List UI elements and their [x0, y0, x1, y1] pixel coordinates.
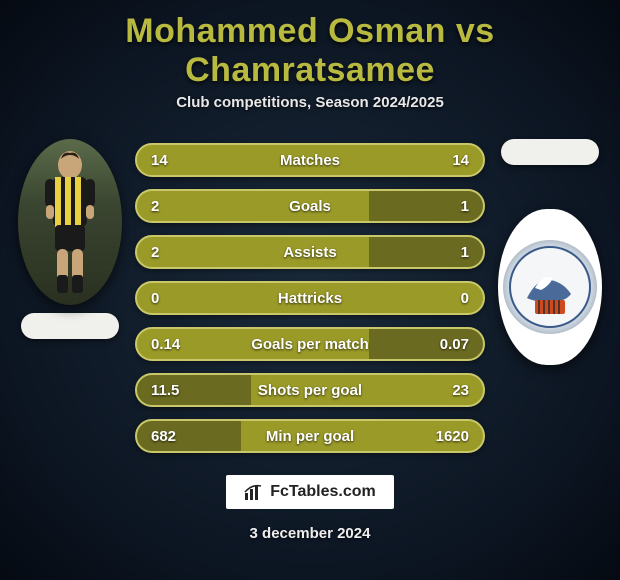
stat-value-left: 2: [151, 244, 191, 261]
comparison-title: Mohammed Osman vs Chamratsamee: [0, 0, 620, 94]
stat-value-right: 0.07: [429, 336, 469, 353]
stat-row-hattricks: 0 Hattricks 0: [135, 281, 485, 315]
stat-value-right: 0: [429, 290, 469, 307]
player-right-column: [495, 139, 605, 365]
stat-value-right: 23: [429, 382, 469, 399]
stat-row-min-per-goal: 682 Min per goal 1620: [135, 419, 485, 453]
stat-value-left: 2: [151, 198, 191, 215]
player-right-name-pill: [501, 139, 599, 165]
player-figure-icon: [35, 147, 105, 297]
date-text: 3 december 2024: [0, 525, 620, 542]
stat-label: Shots per goal: [258, 382, 362, 399]
stat-value-left: 0.14: [151, 336, 191, 353]
player-left-column: [15, 139, 125, 339]
stat-row-goals: 2 Goals 1: [135, 189, 485, 223]
stat-value-right: 14: [429, 152, 469, 169]
stat-row-goals-per-match: 0.14 Goals per match 0.07: [135, 327, 485, 361]
stat-row-assists: 2 Assists 1: [135, 235, 485, 269]
stat-value-right: 1: [429, 198, 469, 215]
stats-column: 14 Matches 14 2 Goals 1 2 Assists 1 0 Hattricks 0 0.…: [135, 139, 485, 453]
stat-label: Goals per match: [251, 336, 369, 353]
stat-value-left: 682: [151, 428, 191, 445]
fctables-label: FcTables.com: [270, 483, 376, 501]
stat-label: Goals: [289, 198, 331, 215]
player-left-name-pill: [21, 313, 119, 339]
stat-row-matches: 14 Matches 14: [135, 143, 485, 177]
stat-label: Assists: [283, 244, 336, 261]
stat-label: Matches: [280, 152, 340, 169]
stat-label: Hattricks: [278, 290, 342, 307]
comparison-content: 14 Matches 14 2 Goals 1 2 Assists 1 0 Hattricks 0 0.…: [0, 139, 620, 453]
stat-value-right: 1: [429, 244, 469, 261]
bars-icon: [244, 483, 264, 501]
stat-value-left: 14: [151, 152, 191, 169]
player-right-badge: [498, 209, 602, 365]
club-badge-icon: [503, 240, 597, 334]
stat-row-shots-per-goal: 11.5 Shots per goal 23: [135, 373, 485, 407]
stat-value-left: 11.5: [151, 382, 191, 399]
branding-row: FcTables.com: [0, 475, 620, 509]
stat-value-right: 1620: [429, 428, 469, 445]
comparison-subtitle: Club competitions, Season 2024/2025: [0, 94, 620, 111]
fctables-logo[interactable]: FcTables.com: [226, 475, 394, 509]
stat-label: Min per goal: [266, 428, 354, 445]
player-left-photo: [18, 139, 122, 305]
stat-value-left: 0: [151, 290, 191, 307]
